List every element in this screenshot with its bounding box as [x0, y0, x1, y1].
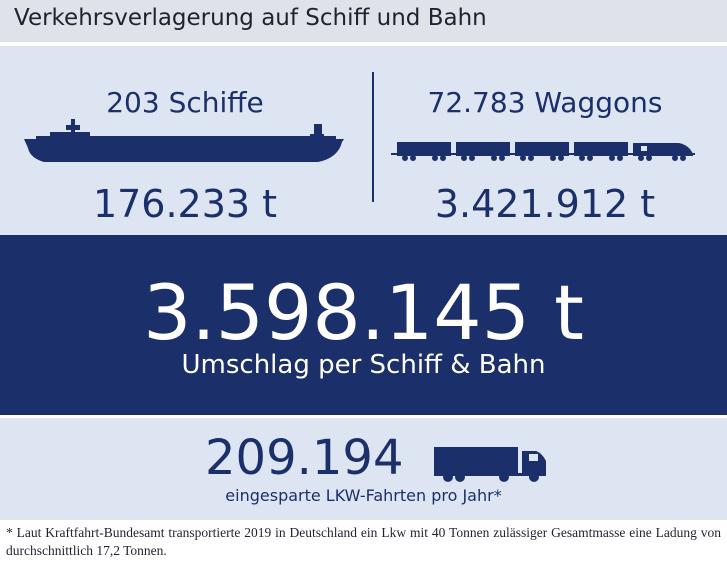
truck-trips-caption: eingesparte LKW-Fahrten pro Jahr*	[225, 486, 502, 505]
column-divider	[372, 72, 374, 202]
truck-savings-panel	[0, 418, 727, 520]
ship-count-label: 203 Schiffe	[106, 86, 264, 119]
total-caption: Umschlag per Schiff & Bahn	[181, 350, 546, 380]
truck-icon	[434, 447, 546, 482]
freight-train-icon	[391, 142, 695, 161]
rail-tonnage: 3.421.912 t	[434, 182, 656, 226]
ship-tonnage: 176.233 t	[92, 182, 278, 226]
page-title: Verkehrsverlagerung auf Schiff und Bahn	[14, 5, 487, 31]
header-bar	[0, 0, 727, 42]
cargo-ship-icon	[24, 119, 344, 162]
truck-trips-value: 209.194	[205, 430, 404, 486]
total-band	[0, 235, 727, 415]
footnote: * Laut Kraftfahrt-Bundesamt transportier…	[6, 525, 721, 558]
waggon-count-label: 72.783 Waggons	[427, 86, 663, 119]
total-tonnage: 3.598.145 t	[143, 268, 584, 357]
